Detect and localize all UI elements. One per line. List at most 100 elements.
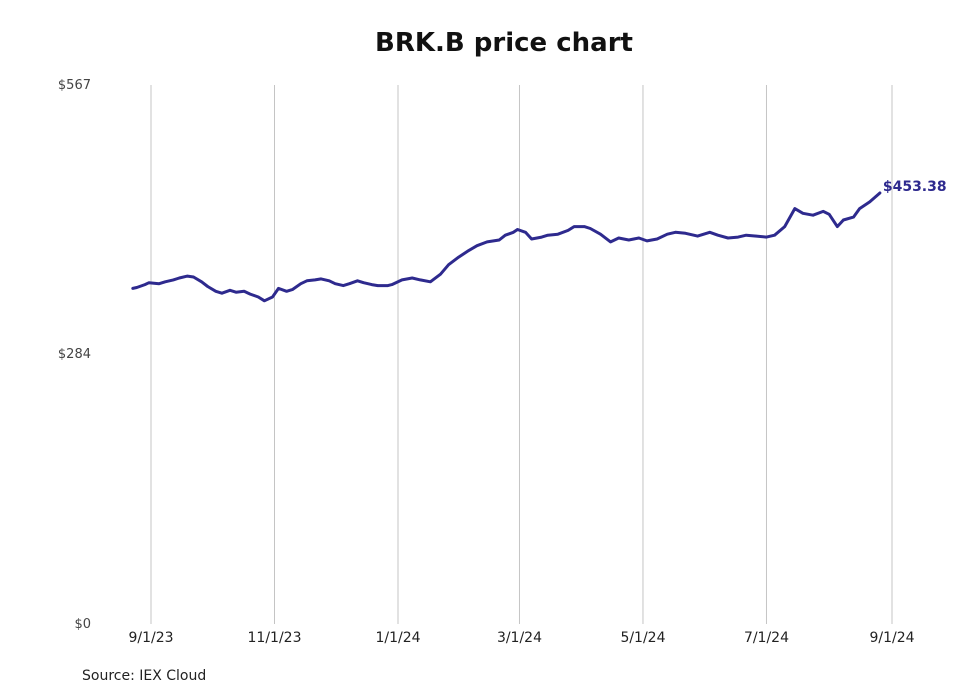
data-point [164, 280, 167, 283]
x-tick-label: 9/1/23 [128, 630, 173, 646]
data-point [400, 278, 404, 282]
data-point [655, 237, 659, 241]
data-point [708, 231, 711, 234]
data-point [214, 290, 217, 293]
data-point [801, 212, 805, 215]
data-point [716, 234, 720, 237]
data-point [617, 236, 620, 240]
data-point [868, 200, 871, 204]
data-point [546, 234, 549, 237]
last-price-label: $453.38 [883, 179, 947, 195]
data-point [131, 287, 134, 290]
data-point [376, 284, 379, 287]
data-point [249, 292, 252, 296]
data-point [556, 233, 560, 236]
data-point [822, 210, 825, 213]
data-point [206, 285, 209, 288]
data-point [793, 207, 796, 210]
data-point [858, 207, 861, 210]
y-tick-label: $567 [58, 78, 91, 93]
data-point [589, 227, 592, 230]
data-point [319, 277, 323, 281]
y-tick-label: $284 [58, 347, 91, 362]
data-point [277, 287, 280, 290]
data-point [186, 274, 189, 278]
data-point [583, 225, 586, 228]
x-tick-label: 9/1/24 [869, 630, 914, 646]
data-point [467, 249, 471, 252]
data-point [566, 229, 570, 232]
data-point [143, 283, 147, 286]
data-point [299, 282, 302, 285]
data-point [429, 280, 432, 283]
data-point [291, 288, 294, 291]
data-point [348, 282, 351, 285]
x-tick-label: 11/1/23 [248, 630, 302, 646]
data-point [234, 291, 238, 294]
data-point [842, 218, 845, 222]
data-point [228, 289, 232, 292]
x-axis-ticks: 9/1/23 11/1/23 1/1/24 3/1/24 5/1/24 7/1/24 9/1… [128, 630, 914, 646]
data-point [411, 276, 414, 280]
data-point [524, 231, 527, 234]
data-point [828, 213, 831, 216]
data-point [313, 278, 317, 282]
data-point [257, 295, 260, 299]
data-point [609, 240, 612, 244]
source-note: Source: IEX Cloud [82, 668, 207, 684]
data-point [696, 234, 699, 238]
data-point [512, 231, 515, 234]
data-point [285, 290, 288, 293]
data-point [836, 225, 839, 228]
data-point [178, 276, 181, 280]
data-point [504, 234, 507, 237]
data-point [599, 233, 602, 236]
data-point [242, 290, 246, 293]
data-point [572, 225, 576, 228]
x-tick-label: 3/1/24 [497, 630, 542, 646]
chart-title: BRK.B price chart [375, 28, 633, 58]
data-point [878, 191, 882, 195]
x-gridlines [150, 85, 893, 624]
data-point [645, 239, 649, 243]
data-point [627, 238, 630, 242]
data-point [475, 244, 479, 247]
data-point [356, 279, 359, 282]
data-point [147, 281, 151, 284]
data-point [516, 228, 519, 231]
data-point [765, 235, 768, 239]
y-axis-ticks: $0 $284 $567 [58, 78, 91, 632]
data-point [419, 278, 422, 282]
data-point [390, 283, 394, 286]
x-tick-label: 5/1/24 [620, 630, 665, 646]
series-layer: $453.38 [131, 179, 947, 303]
series-line-0 [131, 191, 882, 303]
data-point [439, 273, 442, 276]
data-point [540, 235, 543, 239]
data-point [498, 238, 501, 242]
data-point [192, 275, 195, 279]
y-tick-label: $0 [74, 617, 91, 632]
data-point [200, 280, 203, 283]
data-point [362, 281, 365, 284]
data-point [305, 279, 309, 282]
data-point [342, 284, 345, 287]
data-point [852, 215, 855, 219]
data-point [157, 282, 161, 285]
data-point [745, 234, 748, 237]
data-point [271, 295, 274, 299]
x-tick-label: 1/1/24 [375, 630, 420, 646]
data-point [135, 286, 138, 289]
data-point [726, 236, 730, 240]
data-point [811, 214, 815, 217]
data-point [370, 283, 373, 286]
data-point [773, 234, 776, 237]
data-point [328, 279, 331, 282]
data-point [457, 255, 460, 259]
data-point [447, 263, 450, 266]
data-point [172, 278, 175, 282]
data-point [334, 282, 337, 285]
data-point [684, 232, 687, 235]
data-point [220, 292, 224, 295]
